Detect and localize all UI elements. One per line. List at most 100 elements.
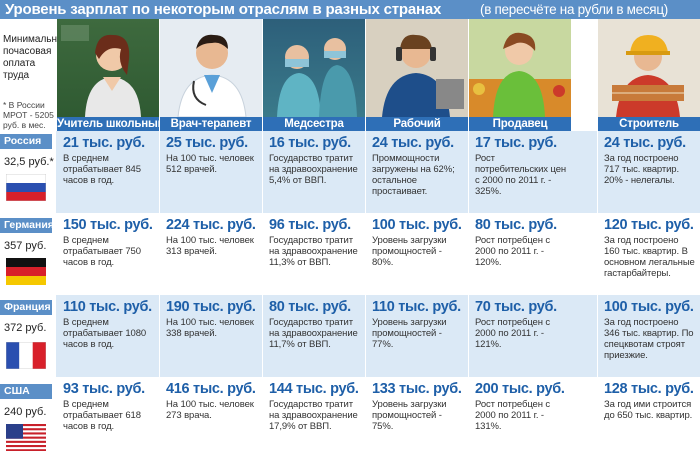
wage-russia: 32,5 руб.*: [4, 156, 54, 168]
france-flag-icon: [6, 342, 46, 369]
country-russia: Россия: [0, 134, 52, 149]
salary-cell: 128 тыс. руб. За год ими строится до 650 …: [598, 377, 700, 461]
salary-cell: 133 тыс. руб. Уровень загрузки промощност…: [366, 377, 468, 461]
russia-flag-icon: [6, 174, 46, 201]
profession-teacher: Учитель школьный: [57, 117, 159, 131]
salary-cell: 25 тыс. руб. На 100 тыс. человек 512 врач…: [160, 131, 262, 213]
page-subtitle: (в пересчёте на рубли в месяц): [480, 2, 668, 17]
column-divider: [262, 19, 263, 461]
profession-seller: Продавец: [469, 117, 571, 131]
salary-amount: 120 тыс. руб.: [604, 217, 694, 233]
column-divider: [159, 19, 160, 461]
page-title: Уровень зарплат по некоторым отраслям в …: [5, 1, 442, 18]
salary-cell: 70 тыс. руб. Рост потребцен с 2000 по 201…: [469, 295, 571, 377]
salary-note: На 100 тыс. человек 512 врачей.: [166, 153, 254, 175]
country-usa: США: [0, 384, 52, 399]
germany-flag-icon: [6, 258, 46, 285]
salary-cell: 110 тыс. руб. Уровень загрузки промощност…: [366, 295, 468, 377]
salary-amount: 150 тыс. руб.: [63, 217, 153, 233]
row-germany: [56, 213, 700, 295]
worker-photo: [366, 19, 468, 117]
salary-cell: 93 тыс. руб. В среднем отрабатывает 618 ч…: [57, 377, 159, 461]
salary-note: Уровень загрузки промощностей - 77%.: [372, 317, 447, 350]
row-russia: [56, 131, 700, 213]
salary-note: На 100 тыс. человек 313 врачей.: [166, 235, 254, 257]
salary-amount: 224 тыс. руб.: [166, 217, 256, 233]
salary-amount: 144 тыс. руб.: [269, 381, 359, 397]
salary-cell: 80 тыс. руб. Рост потребцен с 2000 по 201…: [469, 213, 571, 295]
salary-cell: 24 тыс. руб. Проммощности загружены на 62…: [366, 131, 468, 213]
salary-amount: 80 тыс. руб.: [269, 299, 351, 315]
salary-amount: 24 тыс. руб.: [604, 135, 686, 151]
salary-note: В среднем отрабатывает 618 часов в год.: [63, 399, 141, 432]
builder-photo: [598, 19, 700, 117]
wage-usa: 240 руб.: [4, 406, 47, 418]
salary-amount: 96 тыс. руб.: [269, 217, 351, 233]
salary-note: В среднем отрабатывает 750 часов в год.: [63, 235, 141, 268]
min-wage-note: * В России МРОТ - 5205 руб. в мес.: [3, 100, 54, 130]
doctor-photo: [160, 19, 262, 117]
salary-cell: 200 тыс. руб. Рост потребцен с 2000 по 20…: [469, 377, 571, 461]
salary-cell: 80 тыс. руб. Государство тратит на здраво…: [263, 295, 365, 377]
salary-amount: 100 тыс. руб.: [372, 217, 462, 233]
usa-flag-icon: [6, 424, 46, 451]
salary-note: В среднем отрабатывает 1080 часов в год.: [63, 317, 147, 350]
salary-amount: 16 тыс. руб.: [269, 135, 351, 151]
salary-note: Государство тратит на здравоохранение 5,…: [269, 153, 358, 186]
row-france: [56, 295, 700, 377]
salary-cell: 416 тыс. руб. На 100 тыс. человек 273 вра…: [160, 377, 262, 461]
salary-amount: 93 тыс. руб.: [63, 381, 145, 397]
salary-note: На 100 тыс. человек 273 врача.: [166, 399, 254, 421]
salary-amount: 80 тыс. руб.: [475, 217, 557, 233]
profession-doctor: Врач-терапевт: [160, 117, 262, 131]
salary-note: В среднем отрабатывает 845 часов в год.: [63, 153, 141, 186]
country-germany: Германия: [0, 218, 54, 233]
salary-note: За год ими строится до 650 тыс. квартир.: [604, 399, 693, 421]
salary-cell: 100 тыс. руб. Уровень загрузки промощност…: [366, 213, 468, 295]
wage-germany: 357 руб.: [4, 240, 47, 252]
salary-cell: 190 тыс. руб. На 100 тыс. человек 338 вра…: [160, 295, 262, 377]
salary-note: Уровень загрузки промощностей - 80%.: [372, 235, 447, 268]
salary-amount: 110 тыс. руб.: [63, 299, 152, 315]
salary-amount: 21 тыс. руб.: [63, 135, 145, 151]
salary-cell: 110 тыс. руб. В среднем отрабатывает 1080…: [57, 295, 159, 377]
salary-cell: 21 тыс. руб. В среднем отрабатывает 845 ч…: [57, 131, 159, 213]
column-divider: [468, 19, 469, 461]
salary-note: Уровень загрузки промощностей - 75%.: [372, 399, 447, 432]
salary-cell: 144 тыс. руб. Государство тратит на здрав…: [263, 377, 365, 461]
salary-note: Государство тратит на здравоохранение 11…: [269, 317, 358, 350]
country-france: Франция: [0, 300, 52, 315]
row-usa: [56, 377, 700, 461]
profession-worker: Рабочий: [366, 117, 468, 131]
salary-amount: 110 тыс. руб.: [372, 299, 461, 315]
salary-amount: 128 тыс. руб.: [604, 381, 694, 397]
salary-cell: 96 тыс. руб. Государство тратит на здраво…: [263, 213, 365, 295]
salary-note: Рост потребцен с 2000 по 2011 г. - 120%.: [475, 235, 551, 268]
salary-note: Рост потребцен с 2000 по 2011 г. - 131%.: [475, 399, 551, 432]
title-bar: Уровень зарплат по некоторым отраслям в …: [0, 0, 700, 19]
salary-note: Рост потребцен с 2000 по 2011 г. - 121%.: [475, 317, 551, 350]
salary-amount: 24 тыс. руб.: [372, 135, 454, 151]
salary-note: За год построено 346 тыс. квартир. По сп…: [604, 317, 694, 361]
salary-note: Проммощности загружены на 62%; остальное…: [372, 153, 455, 197]
salary-cell: 224 тыс. руб. На 100 тыс. человек 313 вра…: [160, 213, 262, 295]
salary-amount: 70 тыс. руб.: [475, 299, 557, 315]
salary-amount: 190 тыс. руб.: [166, 299, 256, 315]
salary-cell: 17 тыс. руб. Рост потребительских цен с 2…: [469, 131, 571, 213]
column-divider: [597, 19, 598, 461]
profession-builder: Строитель: [598, 117, 700, 131]
column-divider: [365, 19, 366, 461]
profession-nurse: Медсестра: [263, 117, 365, 131]
min-wage-label: Минимальная почасовая оплата труда: [3, 34, 69, 81]
salary-amount: 100 тыс. руб.: [604, 299, 694, 315]
nurse-photo: [263, 19, 365, 117]
salary-cell: 100 тыс. руб. За год построено 346 тыс. к…: [598, 295, 700, 377]
salary-note: За год построено 717 тыс. квартир. 20% -…: [604, 153, 680, 186]
salary-cell: 120 тыс. руб. За год построено 160 тыс. к…: [598, 213, 700, 295]
salary-amount: 17 тыс. руб.: [475, 135, 557, 151]
salary-note: Рост потребительских цен с 2000 по 2011 …: [475, 153, 567, 197]
seller-photo: [469, 19, 571, 117]
salary-cell: 16 тыс. руб. Государство тратит на здраво…: [263, 131, 365, 213]
teacher-photo: [57, 19, 159, 117]
salary-note: Государство тратит на здравоохранение 17…: [269, 399, 358, 432]
